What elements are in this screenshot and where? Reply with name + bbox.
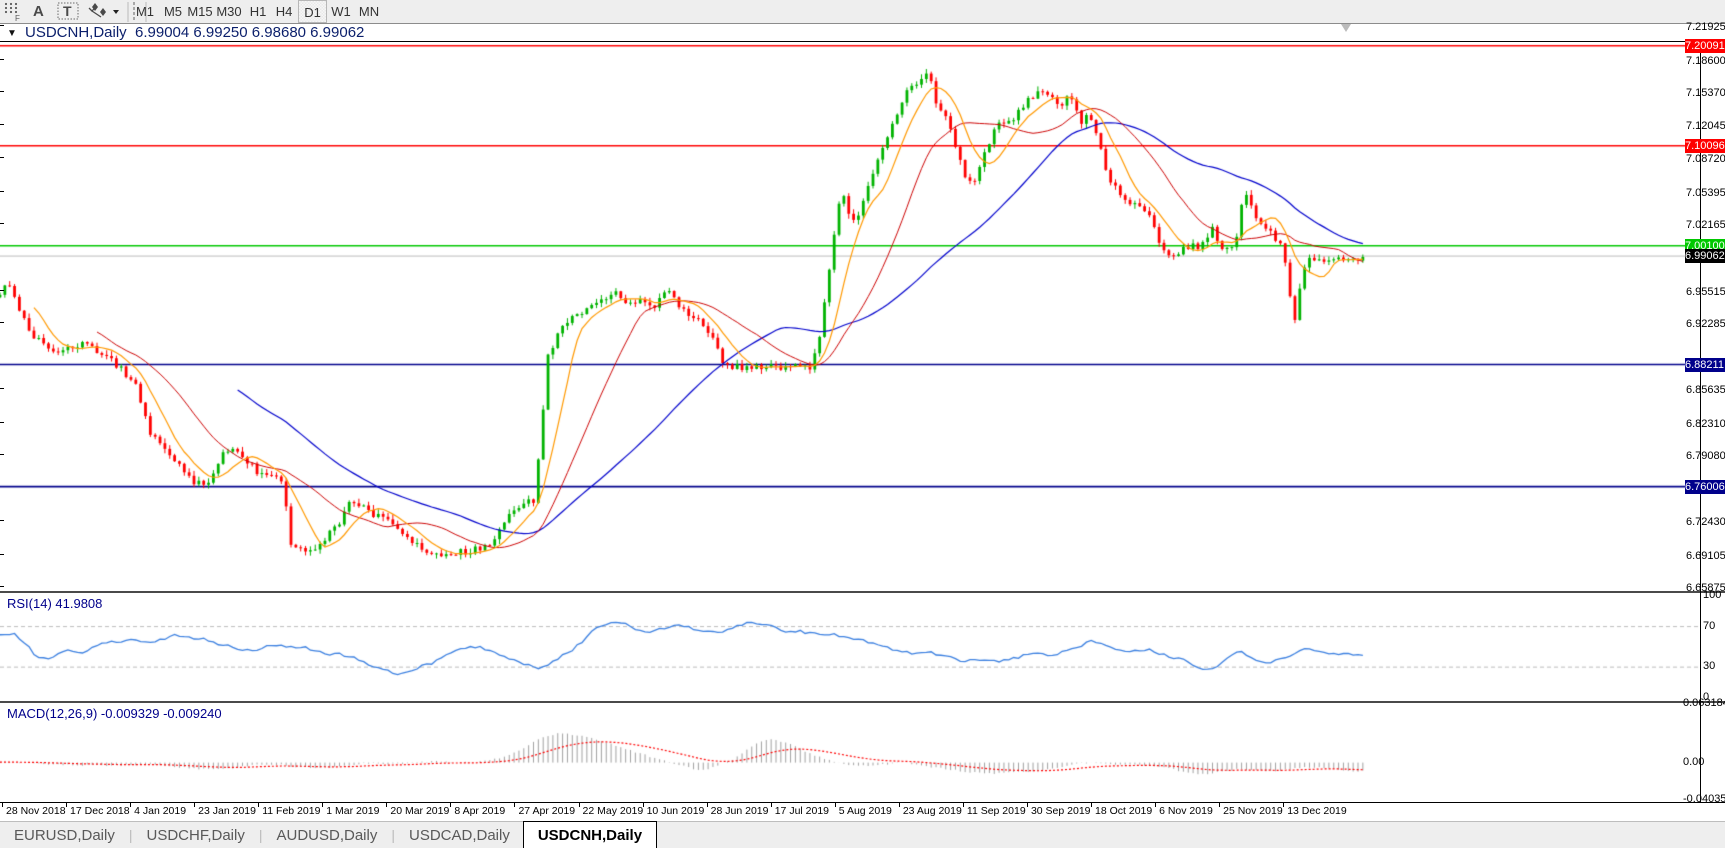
svg-text:F: F: [15, 14, 20, 23]
svg-text:T: T: [63, 3, 72, 19]
svg-text:A: A: [33, 3, 44, 20]
